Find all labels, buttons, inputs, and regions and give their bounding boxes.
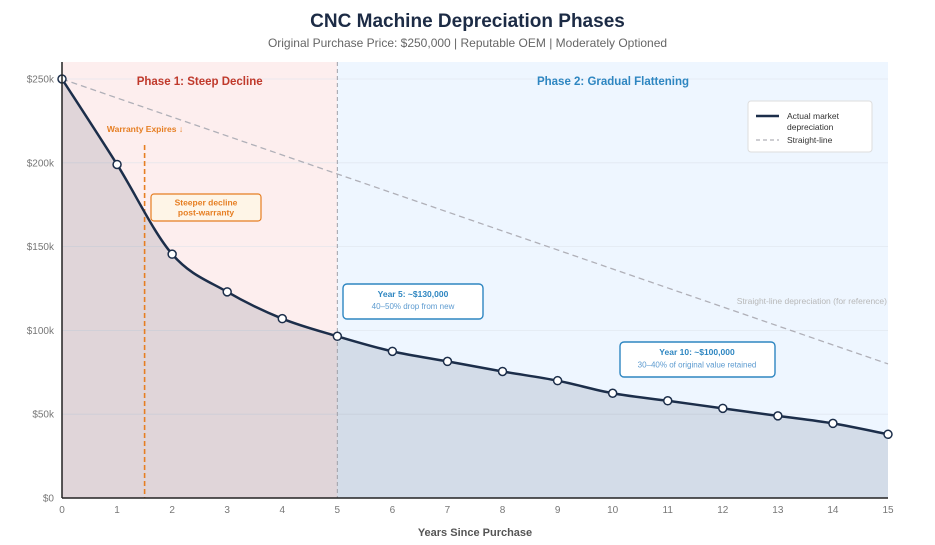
chart-subtitle: Original Purchase Price: $250,000 | Repu…	[267, 36, 668, 50]
data-point-year-12	[718, 403, 728, 414]
data-point-year-3	[222, 287, 232, 297]
data-point-year-6	[387, 346, 398, 357]
data-point-year-11	[662, 396, 673, 406]
data-point-year-1	[112, 159, 122, 170]
x-tick-label: 15	[882, 505, 894, 516]
straight-line-note: Straight-line depreciation (for referenc…	[737, 296, 887, 306]
phase-1-background	[62, 62, 338, 498]
annotation-year-10: Year 10: ~$100,000 30–40% of original va…	[619, 341, 776, 378]
data-point-year-5	[332, 331, 343, 342]
x-tick-label: 13	[772, 505, 784, 516]
data-point-year-14	[828, 418, 838, 429]
annotation-subtitle: 40–50% drop from new	[372, 302, 455, 311]
data-point-year-7	[442, 356, 453, 367]
area-under-curve	[62, 79, 888, 498]
data-point-year-13	[773, 411, 783, 421]
annotation-box	[342, 283, 484, 320]
annotation-box	[150, 193, 262, 222]
annotation-title: Year 10: ~$100,000	[659, 347, 735, 357]
x-tick-label: 4	[279, 505, 285, 516]
y-tick-label: $100k	[27, 326, 55, 337]
y-tick-label: $150k	[27, 242, 55, 253]
x-tick-label: 0	[59, 505, 65, 516]
phase-1-label: Phase 1: Steep Decline	[137, 76, 263, 88]
x-tick-label: 3	[224, 505, 230, 516]
y-tick-label: $250k	[27, 75, 55, 86]
annotation-title: Steeper decline	[175, 198, 238, 208]
annotation-subtitle: post-warranty	[178, 208, 234, 218]
data-point-year-15	[883, 429, 893, 440]
x-tick-label: 14	[827, 505, 839, 516]
data-point-year-2	[167, 249, 177, 259]
warranty-expires-label: Warranty Expires ↓	[107, 124, 183, 134]
x-tick-label: 1	[114, 505, 120, 516]
annotation-year-5: Year 5: ~$130,000 40–50% drop from new	[342, 283, 484, 320]
x-tick-label: 6	[390, 505, 396, 516]
legend-label-straight: Straight-line	[787, 135, 833, 145]
annotation-subtitle: 30–40% of original value retained	[638, 361, 757, 370]
x-tick-label: 9	[555, 505, 561, 516]
x-axis-title: Years Since Purchase	[418, 527, 532, 539]
data-point-year-10	[607, 388, 618, 398]
legend-box	[747, 100, 873, 153]
x-tick-label: 5	[335, 505, 341, 516]
legend-label-actual-2: depreciation	[787, 122, 834, 132]
annotation-box	[619, 341, 776, 378]
data-point-year-4	[277, 313, 288, 324]
legend: Actual market depreciation Straight-line	[747, 100, 873, 153]
phase-2-label: Phase 2: Gradual Flattening	[537, 76, 689, 88]
annotation-title: Year 5: ~$130,000	[378, 289, 449, 299]
x-tick-label: 11	[663, 505, 674, 516]
x-tick-label: 2	[169, 505, 175, 516]
y-tick-label: $200k	[27, 158, 55, 169]
straight-line-series	[61, 78, 889, 365]
x-tick-label: 7	[445, 505, 451, 516]
x-tick-label: 12	[717, 505, 729, 516]
chart-title: CNC Machine Depreciation Phases	[310, 11, 625, 32]
y-tick-label: $50k	[32, 410, 55, 421]
x-tick-label: 8	[500, 505, 506, 516]
data-point-year-9	[552, 375, 563, 386]
x-tick-label: 10	[607, 505, 619, 516]
data-point-year-8	[497, 366, 508, 377]
legend-label-actual-1: Actual market	[787, 111, 840, 121]
y-tick-label: $0	[43, 494, 55, 505]
annotation-steeper-decline: Steeper decline post-warranty	[150, 193, 262, 222]
